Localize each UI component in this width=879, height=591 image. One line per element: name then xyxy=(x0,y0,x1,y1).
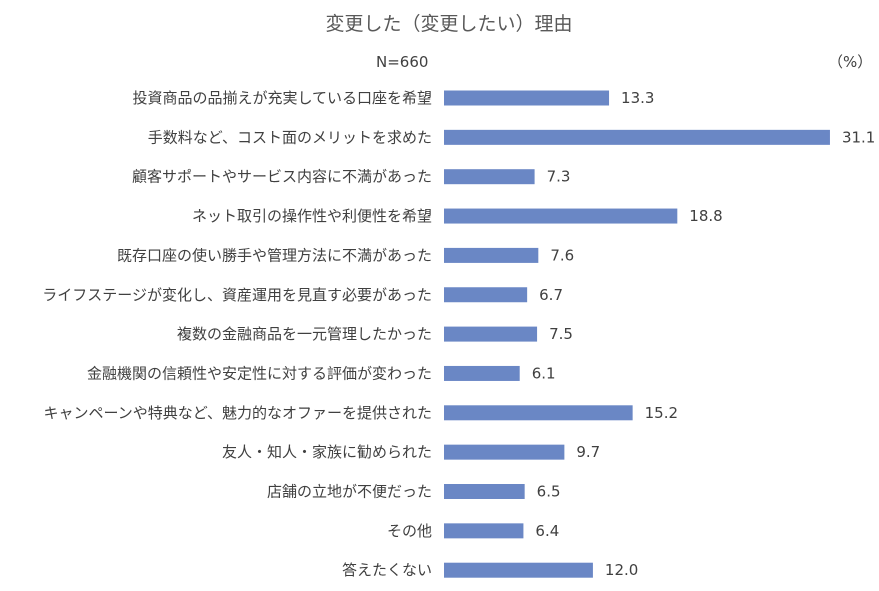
bar xyxy=(444,169,535,185)
bar xyxy=(444,405,633,421)
value-label: 9.7 xyxy=(576,443,600,461)
category-label: 複数の金融商品を一元管理したかった xyxy=(177,325,432,343)
bar xyxy=(444,523,524,539)
category-label: 既存口座の使い勝手や管理方法に不満があった xyxy=(117,246,432,264)
unit-label: （%） xyxy=(828,53,872,71)
value-label: 6.4 xyxy=(535,522,559,540)
bar xyxy=(444,247,539,263)
bar xyxy=(444,90,610,106)
bar xyxy=(444,444,565,460)
category-label: キャンペーンや特典など、魅力的なオファーを提供された xyxy=(43,404,432,422)
value-label: 7.3 xyxy=(547,168,571,186)
category-label: 答えたくない xyxy=(342,561,432,579)
category-label: 金融機関の信頼性や安定性に対する評価が変わった xyxy=(87,364,432,382)
value-label: 31.1 xyxy=(842,128,875,146)
value-label: 7.6 xyxy=(550,246,574,264)
bar xyxy=(444,484,525,499)
bar xyxy=(444,129,830,145)
value-label: 6.5 xyxy=(537,483,561,501)
bar xyxy=(444,208,678,224)
category-label: 店舗の立地が不便だった xyxy=(267,483,432,501)
bar xyxy=(444,365,520,381)
category-label: 投資商品の品揃えが充実している口座を希望 xyxy=(132,89,432,107)
bar xyxy=(444,562,593,578)
category-label: ネット取引の操作性や利便性を希望 xyxy=(192,207,432,225)
value-label: 12.0 xyxy=(605,561,638,579)
sample-size-note: N=660 xyxy=(376,53,428,71)
category-label: 友人・知人・家族に勧められた xyxy=(222,443,432,461)
value-label: 15.2 xyxy=(645,404,678,422)
bar xyxy=(444,326,538,342)
value-label: 18.8 xyxy=(689,207,722,225)
category-label: 顧客サポートやサービス内容に不満があった xyxy=(132,168,432,186)
bars-group: 投資商品の品揃えが充実している口座を希望 13.3 手数料など、コスト面のメリットを… xyxy=(42,89,875,579)
chart-title: 変更した（変更したい）理由 xyxy=(325,13,572,35)
bar xyxy=(444,287,528,303)
value-label: 7.5 xyxy=(549,325,573,343)
value-label: 13.3 xyxy=(621,89,654,107)
category-label: その他 xyxy=(387,522,432,540)
value-label: 6.7 xyxy=(539,286,563,304)
value-label: 6.1 xyxy=(532,364,556,382)
category-label: 手数料など、コスト面のメリットを求めた xyxy=(148,128,432,146)
category-label: ライフステージが変化し、資産運用を見直す必要があった xyxy=(42,286,432,304)
